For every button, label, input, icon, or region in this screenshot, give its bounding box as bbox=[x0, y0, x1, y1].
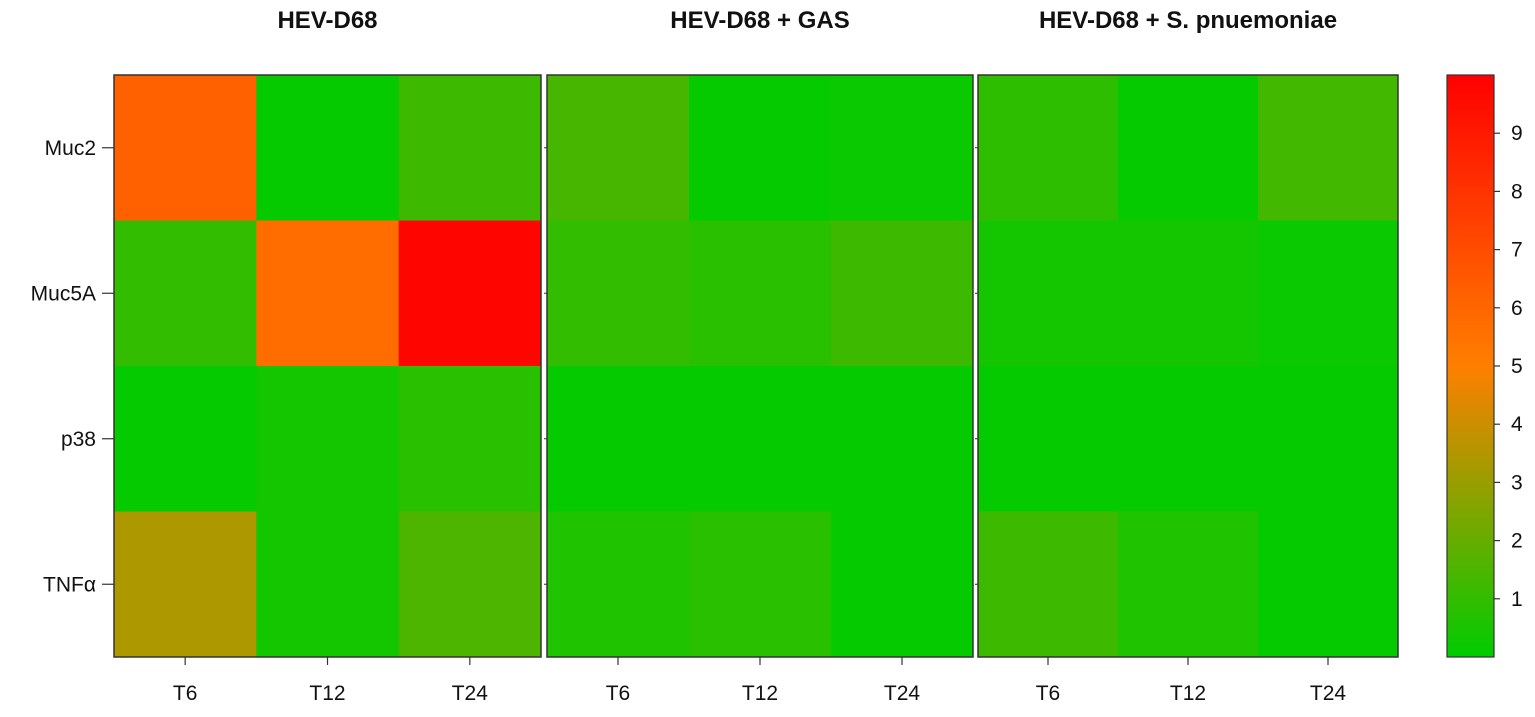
heatmap-cell bbox=[689, 220, 832, 367]
panel-title: HEV-D68 + GAS bbox=[670, 7, 849, 34]
x-tick-label: T24 bbox=[884, 682, 921, 705]
heatmap-cell bbox=[978, 366, 1119, 512]
heatmap-cell bbox=[547, 366, 690, 512]
heatmap-cell bbox=[831, 220, 974, 367]
heatmap-cell bbox=[256, 75, 400, 221]
heatmap-cell bbox=[831, 75, 974, 221]
heatmap-cell bbox=[689, 511, 832, 658]
heatmap-cell bbox=[398, 220, 542, 367]
colorbar-tick-label: 5 bbox=[1511, 355, 1523, 378]
colorbar-tick-label: 6 bbox=[1511, 297, 1523, 320]
heatmap-cell bbox=[114, 220, 257, 367]
heatmap-cell bbox=[398, 366, 542, 512]
heatmap-cell bbox=[256, 220, 400, 367]
panel-title: HEV-D68 bbox=[277, 7, 377, 34]
heatmap-cell bbox=[398, 511, 542, 658]
heatmap-cell bbox=[831, 366, 974, 512]
heatmap-cell bbox=[978, 511, 1119, 658]
x-tick-label: T6 bbox=[606, 682, 631, 705]
x-tick-label: T6 bbox=[1036, 682, 1061, 705]
heatmap-cell bbox=[1118, 75, 1259, 221]
x-tick-label: T12 bbox=[309, 682, 345, 705]
colorbar-tick-label: 9 bbox=[1511, 122, 1523, 145]
x-tick-label: T6 bbox=[173, 682, 198, 705]
heatmap-cell bbox=[1118, 511, 1259, 658]
colorbar-tick-label: 8 bbox=[1511, 180, 1523, 203]
heatmap-cell bbox=[689, 75, 832, 221]
heatmap-cell bbox=[547, 220, 690, 367]
heatmap-cell bbox=[114, 75, 257, 221]
heatmap-cell bbox=[1258, 511, 1399, 658]
panel-3: HEV-D68 + S. pnuemoniae T6 T12 T24 bbox=[975, 7, 1399, 705]
panel-1: HEV-D68 T6 T12 T24 bbox=[113, 7, 542, 705]
colorbar-gradient bbox=[1446, 74, 1495, 658]
heatmap-cell bbox=[978, 220, 1119, 367]
heatmap-cell bbox=[1258, 366, 1399, 512]
heatmap-cell bbox=[547, 511, 690, 658]
heatmap-cell bbox=[547, 75, 690, 221]
heatmap-cell bbox=[114, 511, 257, 658]
colorbar-tick-label: 4 bbox=[1511, 413, 1523, 436]
colorbar-tick-label: 2 bbox=[1511, 530, 1523, 553]
heatmap-cell bbox=[978, 75, 1119, 221]
y-tick-label: Muc5A bbox=[31, 282, 96, 305]
panel-2: HEV-D68 + GAS T6 T12 T24 bbox=[544, 7, 974, 705]
heatmap-cell bbox=[398, 75, 542, 221]
heatmap-cell bbox=[1258, 220, 1399, 367]
heatmap-cell bbox=[689, 366, 832, 512]
heatmap-cell bbox=[831, 511, 974, 658]
colorbar-tick-label: 1 bbox=[1511, 588, 1523, 611]
row-axis: Muc2 Muc5A p38 TNFα bbox=[31, 137, 114, 596]
colorbar-tick-label: 3 bbox=[1511, 471, 1523, 494]
colorbar-tick-label: 7 bbox=[1511, 239, 1523, 262]
heatmap-cell bbox=[256, 366, 400, 512]
colorbar: 1 2 3 4 5 6 7 8 9 bbox=[1446, 74, 1523, 658]
heatmap-cell bbox=[114, 366, 257, 512]
heatmap-cell bbox=[256, 511, 400, 658]
x-tick-label: T12 bbox=[742, 682, 778, 705]
x-tick-label: T12 bbox=[1170, 682, 1206, 705]
y-tick-label: Muc2 bbox=[45, 137, 96, 160]
y-tick-label: TNFα bbox=[43, 573, 96, 596]
x-tick-label: T24 bbox=[452, 682, 489, 705]
panel-title: HEV-D68 + S. pnuemoniae bbox=[1039, 7, 1337, 34]
y-tick-label: p38 bbox=[61, 428, 96, 451]
heatmap-cell bbox=[1258, 75, 1399, 221]
heatmap-cell bbox=[1118, 366, 1259, 512]
heatmap-cell bbox=[1118, 220, 1259, 367]
x-tick-label: T24 bbox=[1310, 682, 1347, 705]
